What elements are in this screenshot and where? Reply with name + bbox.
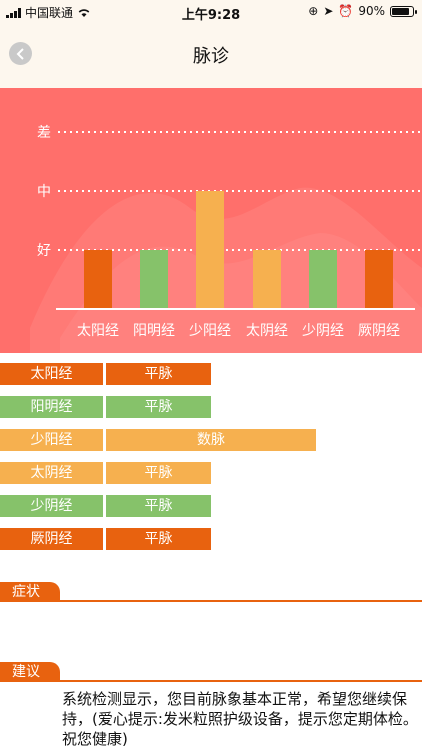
pulse-type-bar: 数脉	[106, 429, 316, 451]
chart-bar	[196, 191, 224, 309]
pulse-type-bar: 平脉	[106, 396, 211, 418]
pulse-row: 太阳经 平脉	[0, 363, 422, 385]
pulse-row: 太阴经 平脉	[0, 462, 422, 484]
y-tick-label: 好	[37, 243, 51, 259]
chart-bar	[365, 250, 393, 309]
pulse-type-bar: 平脉	[106, 495, 211, 517]
nav-bar: 脉诊	[0, 30, 422, 78]
chart-bar	[84, 250, 112, 309]
symptoms-divider	[0, 600, 422, 602]
x-tick-label: 厥阴经	[358, 323, 400, 339]
chart-bar	[309, 250, 337, 309]
x-tick-label: 少阴经	[302, 323, 344, 339]
status-right: ⊕ ➤ ⏰ 90%	[308, 4, 417, 18]
advice-label: 建议	[12, 664, 40, 680]
chart-bar	[140, 250, 168, 309]
page-title: 脉诊	[193, 46, 229, 67]
header-area: 中国联通 上午9:28 ⊕ ➤ ⏰ 90% 脉诊	[0, 0, 422, 88]
pulse-meridian-label: 太阳经	[0, 363, 103, 385]
pulse-meridian-label: 阳明经	[0, 396, 103, 418]
x-tick-label: 少阳经	[189, 323, 231, 339]
pulse-chart: 差中好 太阳经 阳明经 少阳经 太阴经 少阴经 厥阴经	[0, 88, 422, 353]
pulse-type-bar: 平脉	[106, 528, 211, 550]
x-tick-label: 太阳经	[77, 323, 119, 339]
carrier-label: 中国联通	[25, 6, 74, 20]
wifi-icon	[78, 8, 90, 17]
pulse-chart-svg: 差中好 太阳经 阳明经 少阳经 太阴经 少阴经 厥阴经	[30, 125, 422, 353]
pulse-meridian-label: 少阳经	[0, 429, 103, 451]
status-bar: 中国联通 上午9:28 ⊕ ➤ ⏰ 90%	[0, 0, 422, 24]
status-left: 中国联通	[6, 4, 91, 21]
symptoms-tab: 症状	[0, 582, 60, 602]
back-button[interactable]	[9, 42, 32, 65]
pulse-meridian-label: 太阴经	[0, 462, 103, 484]
x-tick-label: 太阴经	[246, 323, 288, 339]
status-time: 上午9:28	[181, 8, 241, 23]
pulse-row: 少阳经 数脉	[0, 429, 422, 451]
symptoms-label: 症状	[12, 584, 40, 600]
signal-icon	[6, 7, 21, 18]
x-tick-label: 阳明经	[133, 323, 175, 339]
y-tick-label: 差	[37, 125, 51, 141]
pulse-row: 少阴经 平脉	[0, 495, 422, 517]
pulse-type-bar: 平脉	[106, 363, 211, 385]
y-tick-label: 中	[37, 184, 51, 200]
advice-text: 系统检测显示，您目前脉象基本正常，希望您继续保持，(爱心提示:发米粒照护级设备，…	[62, 690, 418, 748]
pulse-row: 厥阴经 平脉	[0, 528, 422, 550]
pulse-meridian-label: 少阴经	[0, 495, 103, 517]
advice-divider	[0, 680, 422, 682]
battery-icon	[390, 5, 417, 17]
pulse-type-bar: 平脉	[106, 462, 211, 484]
alarm-icon: ⏰	[338, 4, 354, 18]
battery-percent: 90%	[358, 4, 385, 18]
orientation-lock-icon: ⊕	[308, 4, 319, 18]
advice-tab: 建议	[0, 662, 60, 682]
pulse-row: 阳明经 平脉	[0, 396, 422, 418]
pulse-meridian-label: 厥阴经	[0, 528, 103, 550]
chevron-left-icon	[16, 47, 24, 60]
chart-bar	[253, 250, 281, 309]
location-icon: ➤	[323, 4, 334, 18]
